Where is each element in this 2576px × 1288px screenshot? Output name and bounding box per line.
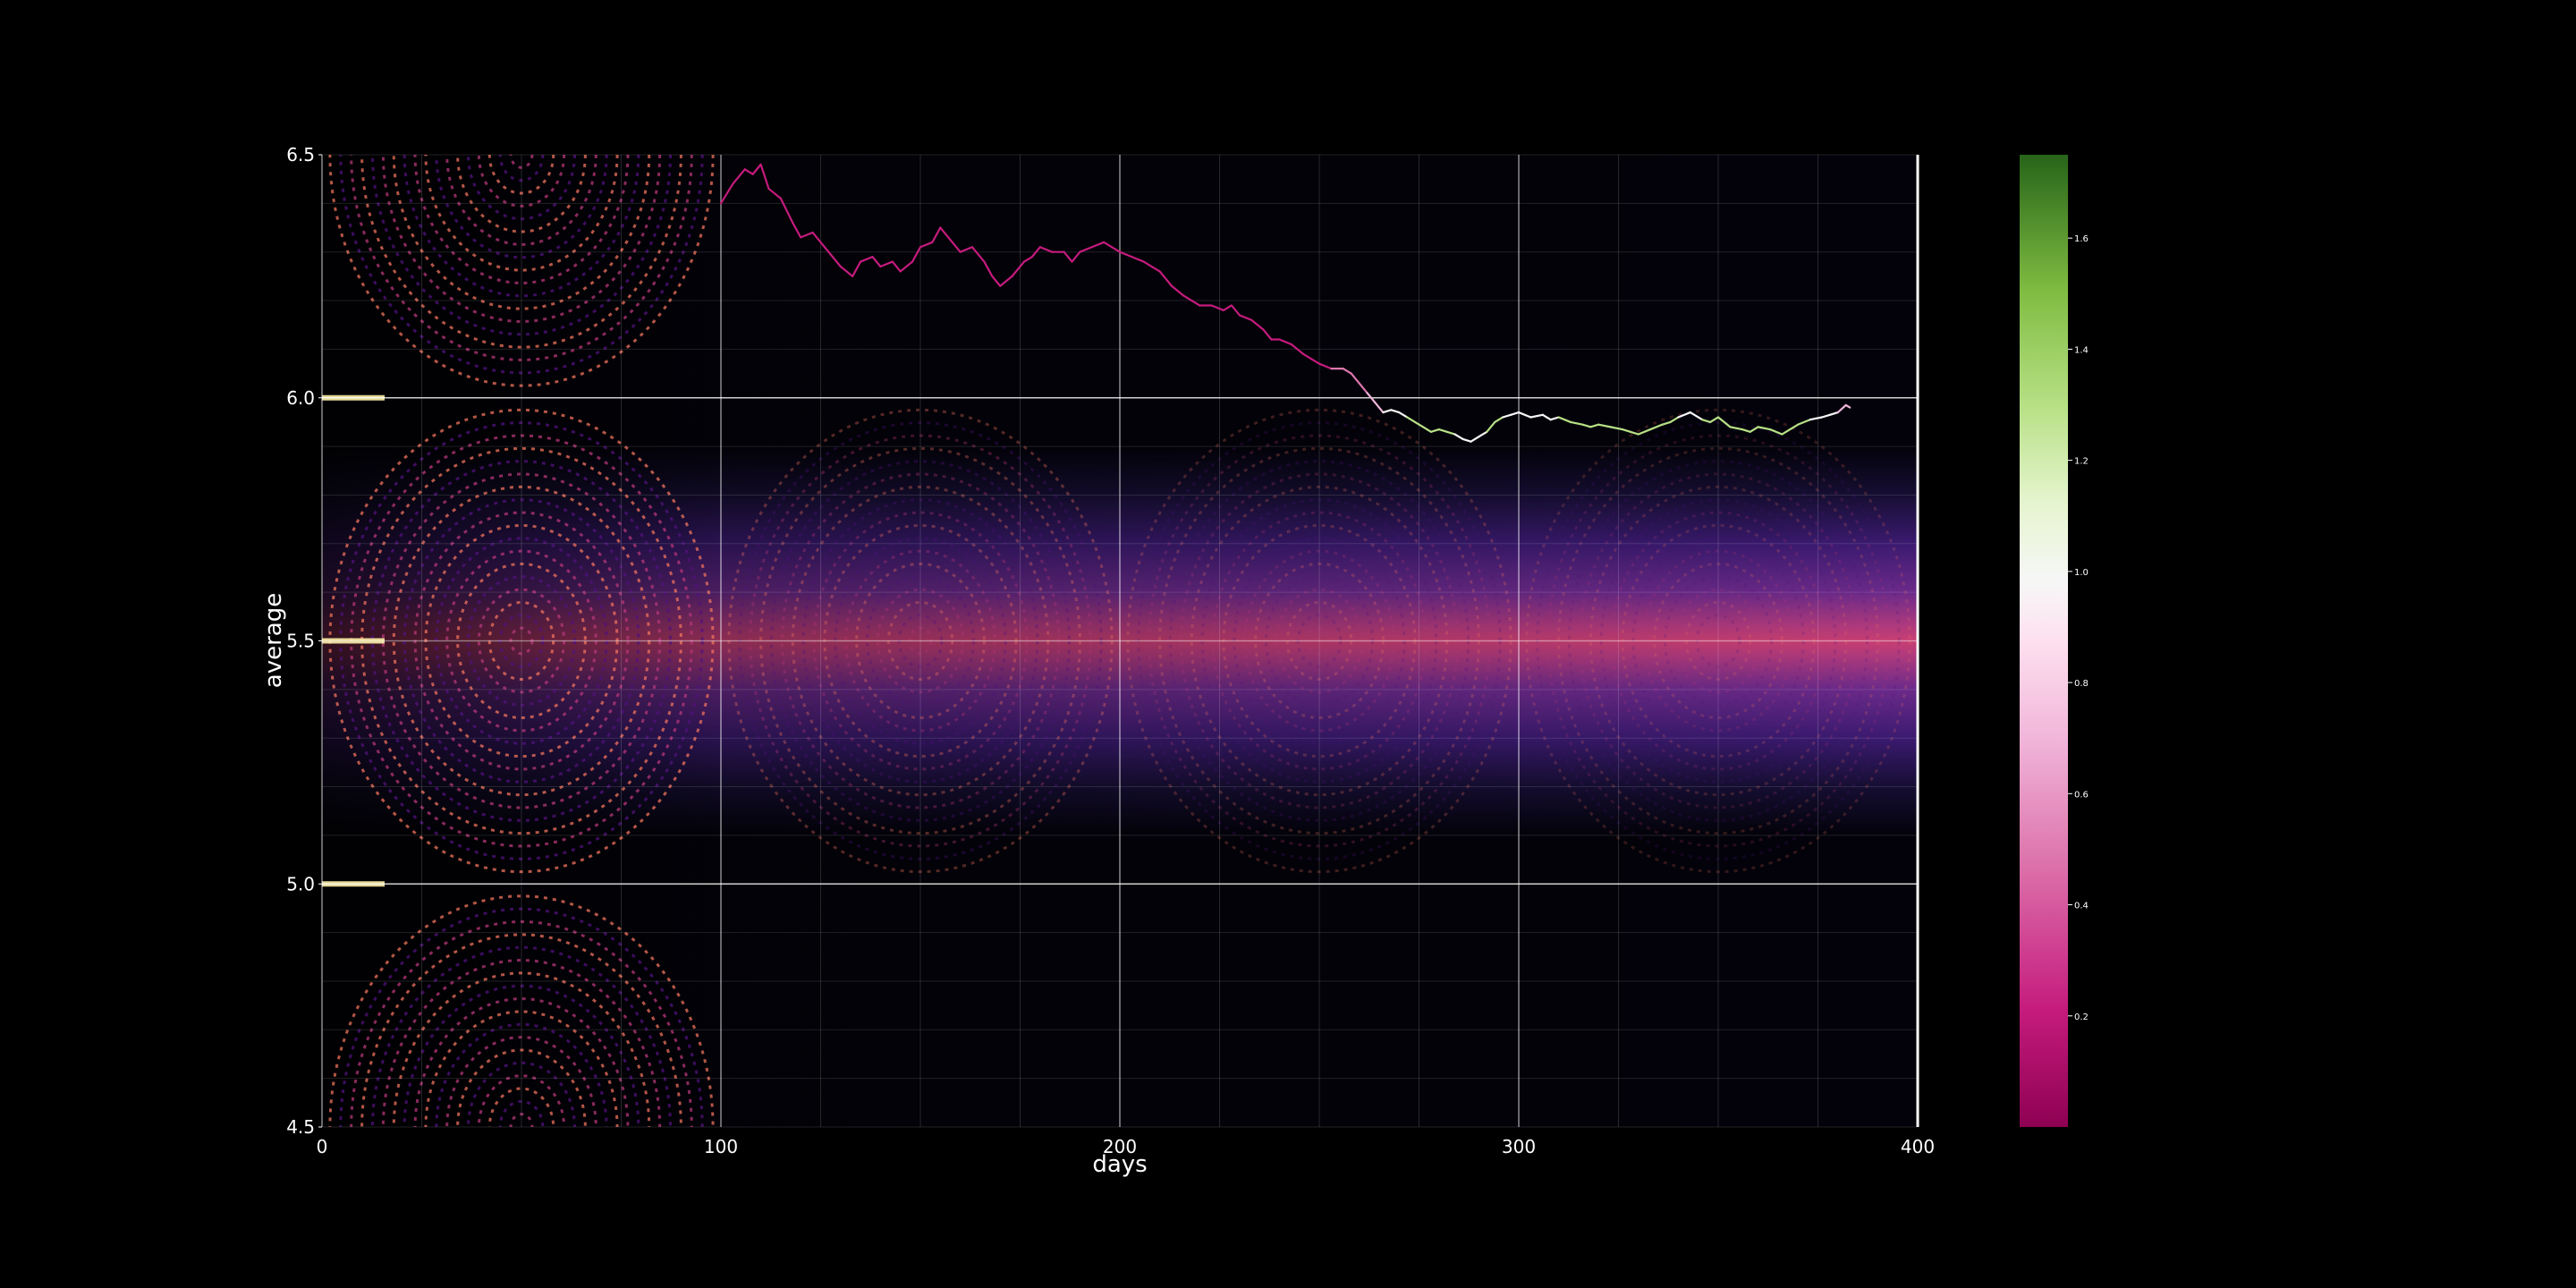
y-tick-label: 6.5 (286, 144, 315, 165)
colorbar-tick-label: 0.4 (2074, 902, 2089, 911)
y-tick-label: 5.5 (286, 631, 315, 652)
x-tick-label: 300 (1502, 1136, 1536, 1157)
colorbar: 0.2 0.4 0.6 0.8 1.0 1.2 1.4 1.6 (2020, 155, 2089, 1127)
colorbar-tick-label: 1.4 (2074, 345, 2089, 355)
colorbar-ticks: 0.2 0.4 0.6 0.8 1.0 1.2 1.4 1.6 (2068, 234, 2089, 1022)
y-axis-ticks: 4.5 5.0 5.5 6.0 6.5 (286, 144, 322, 1138)
colorbar-tick-label: 0.2 (2074, 1013, 2089, 1022)
colorbar-tick-label: 1.6 (2074, 234, 2089, 244)
x-tick-label: 100 (704, 1136, 738, 1157)
x-tick-label: 0 (317, 1136, 328, 1157)
colorbar-tick-label: 1.0 (2074, 568, 2089, 578)
colorbar-tick-label: 0.8 (2074, 679, 2089, 689)
colorbar-bar (2020, 155, 2068, 1127)
colorbar-tick-label: 1.2 (2074, 457, 2089, 467)
y-axis-label: average (260, 593, 287, 688)
y-tick-label: 5.0 (286, 873, 315, 894)
x-axis-label: days (1092, 1151, 1147, 1178)
y-tick-label: 4.5 (286, 1116, 315, 1138)
x-tick-label: 400 (1901, 1136, 1935, 1157)
y-tick-label: 6.0 (286, 387, 315, 409)
colorbar-tick-label: 0.6 (2074, 790, 2089, 800)
